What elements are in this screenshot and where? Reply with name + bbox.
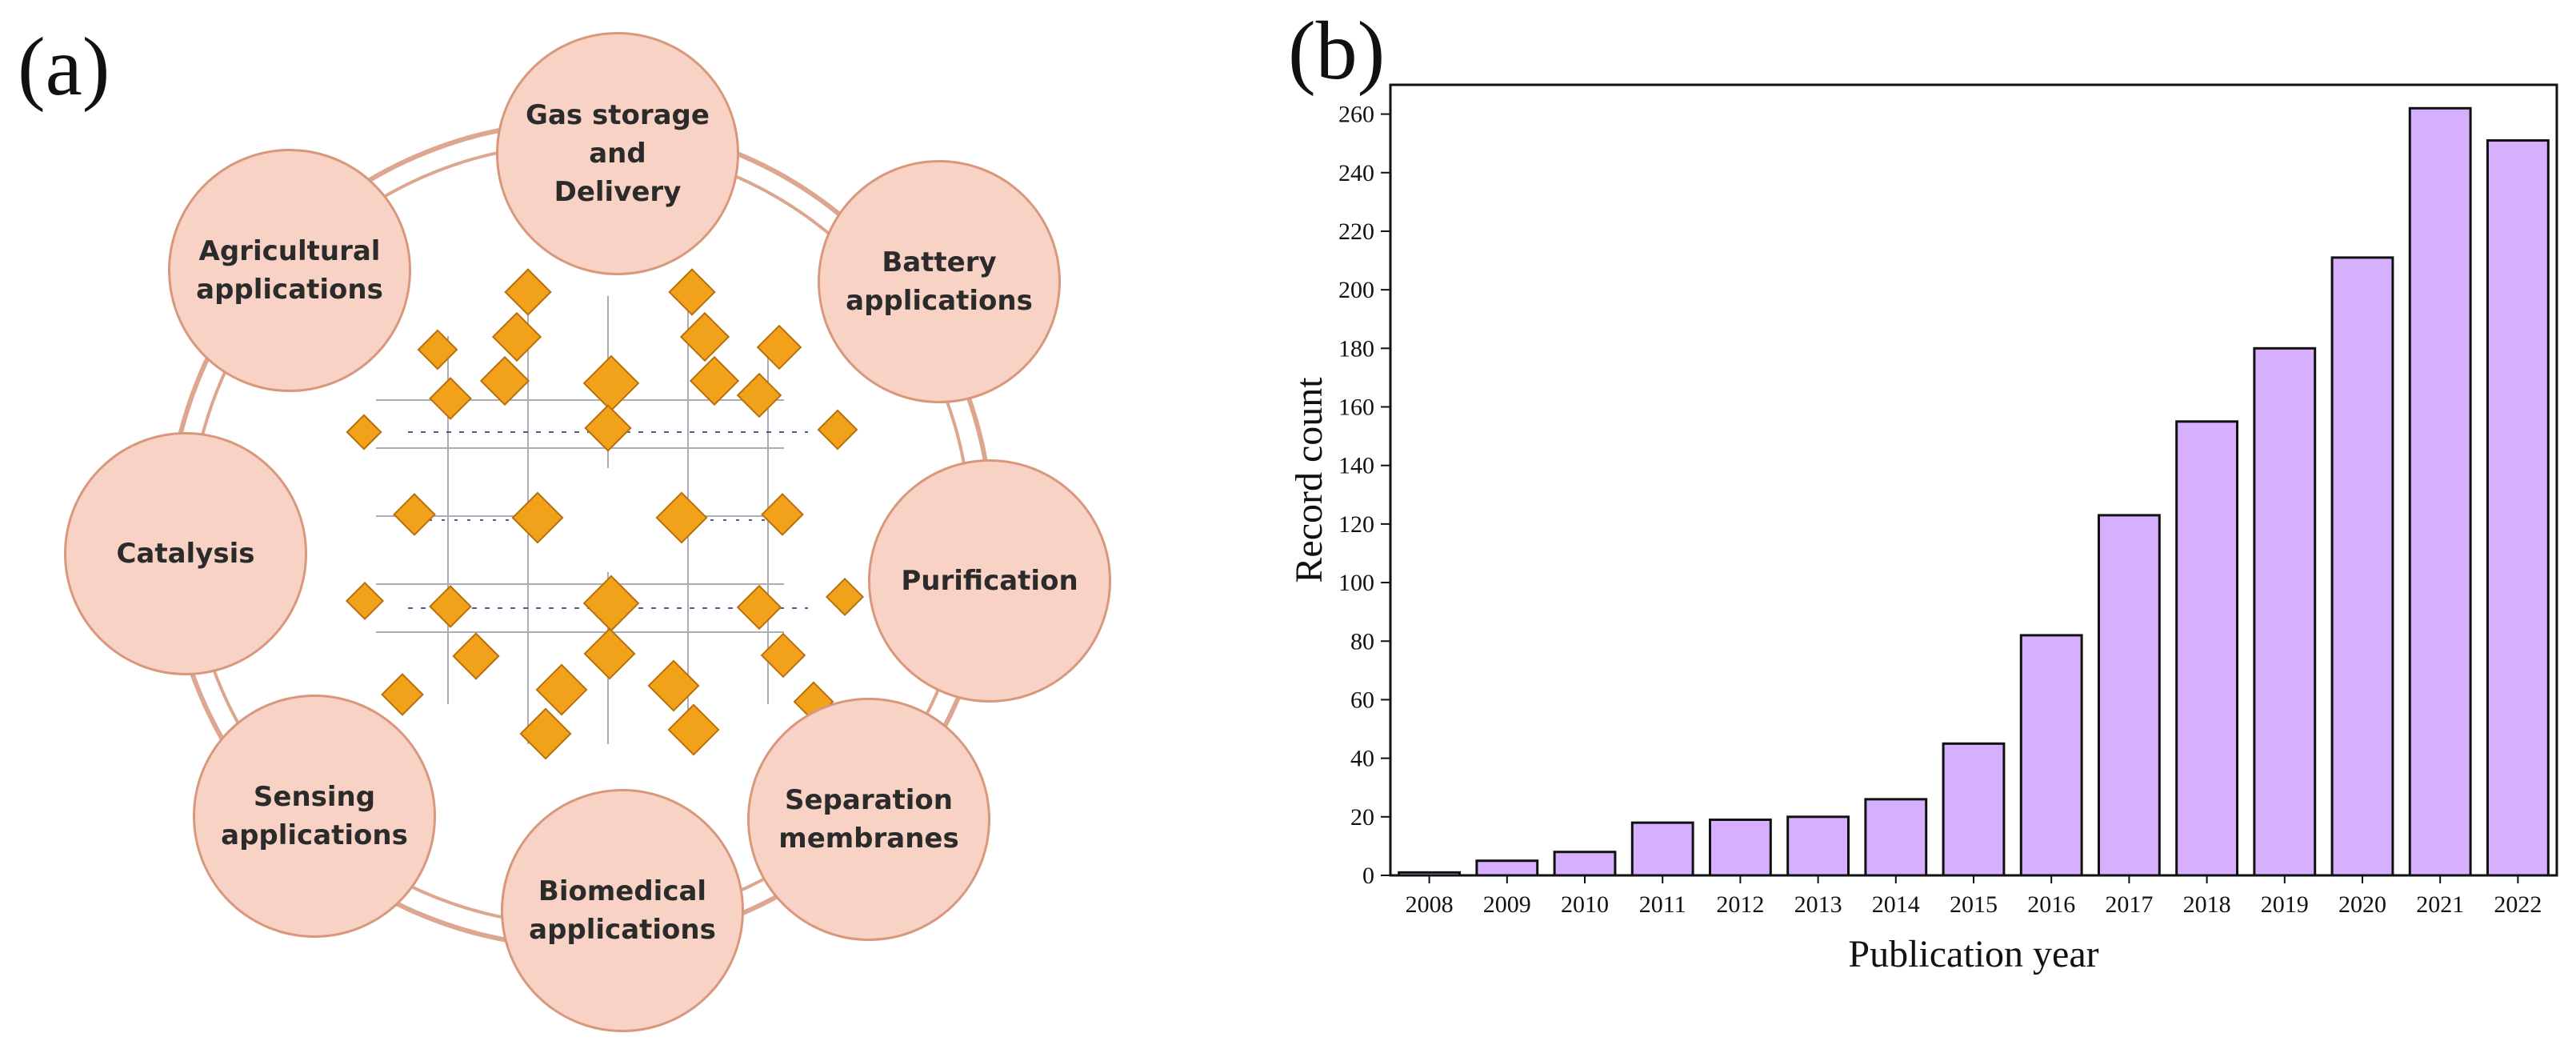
node-agricultural: Agricultural applications bbox=[168, 149, 411, 392]
x-tick-label: 2010 bbox=[1561, 891, 1609, 918]
bar-2021 bbox=[2408, 106, 2472, 877]
bar-2010 bbox=[1553, 851, 1617, 877]
node-gas-storage-label: Gas storage and Delivery bbox=[526, 99, 710, 208]
node-biomedical-label: Biomedical applications bbox=[529, 875, 716, 946]
y-tick-label: 60 bbox=[1350, 687, 1374, 713]
x-tick-label: 2009 bbox=[1483, 891, 1531, 918]
bar-2022 bbox=[2486, 139, 2550, 877]
x-tick-label: 2018 bbox=[2183, 891, 2231, 918]
y-tick-label: 160 bbox=[1338, 394, 1374, 421]
node-purification: Purification bbox=[868, 459, 1111, 703]
x-tick-label: 2016 bbox=[2027, 891, 2075, 918]
y-tick-label: 220 bbox=[1338, 218, 1374, 245]
y-tick-label: 40 bbox=[1350, 746, 1374, 772]
plot-frame bbox=[1389, 83, 2558, 877]
node-battery: Battery applications bbox=[818, 160, 1061, 403]
y-tick-label: 180 bbox=[1338, 335, 1374, 362]
bar-2016 bbox=[2019, 634, 2083, 877]
bar-2019 bbox=[2253, 346, 2317, 877]
bar-2013 bbox=[1786, 815, 1850, 877]
x-tick-label: 2017 bbox=[2105, 891, 2153, 918]
x-tick-label: 2012 bbox=[1716, 891, 1764, 918]
node-purification-label: Purification bbox=[901, 565, 1078, 597]
x-tick-label: 2020 bbox=[2338, 891, 2386, 918]
x-tick-label: 2015 bbox=[1950, 891, 1998, 918]
bar-2015 bbox=[1942, 742, 2006, 877]
y-tick-label: 0 bbox=[1362, 863, 1374, 889]
node-gas-storage: Gas storage and Delivery bbox=[496, 32, 739, 275]
mof-crystal-structure-icon bbox=[345, 268, 865, 760]
node-catalysis: Catalysis bbox=[64, 432, 307, 675]
y-tick-label: 120 bbox=[1338, 511, 1374, 538]
node-biomedical: Biomedical applications bbox=[501, 789, 744, 1032]
node-separation: Separation membranes bbox=[747, 698, 990, 941]
x-tick-label: 2013 bbox=[1794, 891, 1842, 918]
y-axis-title: Record count bbox=[1288, 377, 1330, 583]
bar-2012 bbox=[1708, 818, 1772, 877]
bar-2017 bbox=[2097, 514, 2161, 877]
x-tick-label: 2022 bbox=[2494, 891, 2542, 918]
y-tick-label: 100 bbox=[1338, 570, 1374, 596]
node-catalysis-label: Catalysis bbox=[116, 538, 255, 570]
mof-applications-diagram: Gas storage and Delivery Battery applica… bbox=[0, 0, 1120, 1049]
x-tick-label: 2019 bbox=[2261, 891, 2309, 918]
y-tick-label: 200 bbox=[1338, 277, 1374, 303]
chart-svg: 2008 2009 2010 2011 2012 2013 2014 2015 2016 2017… bbox=[1288, 83, 2558, 975]
bar-2020 bbox=[2330, 256, 2394, 877]
x-axis-title: Publication year bbox=[1848, 933, 2098, 975]
y-tick-label: 260 bbox=[1338, 102, 1374, 128]
node-agricultural-label: Agricultural applications bbox=[196, 235, 383, 306]
publication-bar-chart: 2008 2009 2010 2011 2012 2013 2014 2015 2016 2017… bbox=[1280, 0, 2576, 1049]
y-tick-label: 240 bbox=[1338, 160, 1374, 186]
x-tick-label: 2008 bbox=[1406, 891, 1454, 918]
x-tick-label: 2014 bbox=[1872, 891, 1920, 918]
bar-2011 bbox=[1630, 821, 1694, 877]
node-sensing: Sensing applications bbox=[193, 695, 436, 938]
y-tick-label: 20 bbox=[1350, 804, 1374, 831]
y-tick-label: 80 bbox=[1350, 628, 1374, 655]
node-sensing-label: Sensing applications bbox=[221, 781, 408, 851]
bar-2009 bbox=[1475, 859, 1539, 877]
x-tick-label: 2021 bbox=[2416, 891, 2464, 918]
panel-b-label: (b) bbox=[1288, 5, 1386, 97]
node-battery-label: Battery applications bbox=[846, 246, 1033, 317]
y-tick-label: 140 bbox=[1338, 453, 1374, 479]
bar-2018 bbox=[2175, 420, 2239, 877]
x-tick-label: 2011 bbox=[1639, 891, 1686, 918]
node-separation-label: Separation membranes bbox=[778, 784, 959, 855]
panel-a-label: (a) bbox=[18, 21, 110, 113]
bar-2014 bbox=[1864, 798, 1928, 877]
